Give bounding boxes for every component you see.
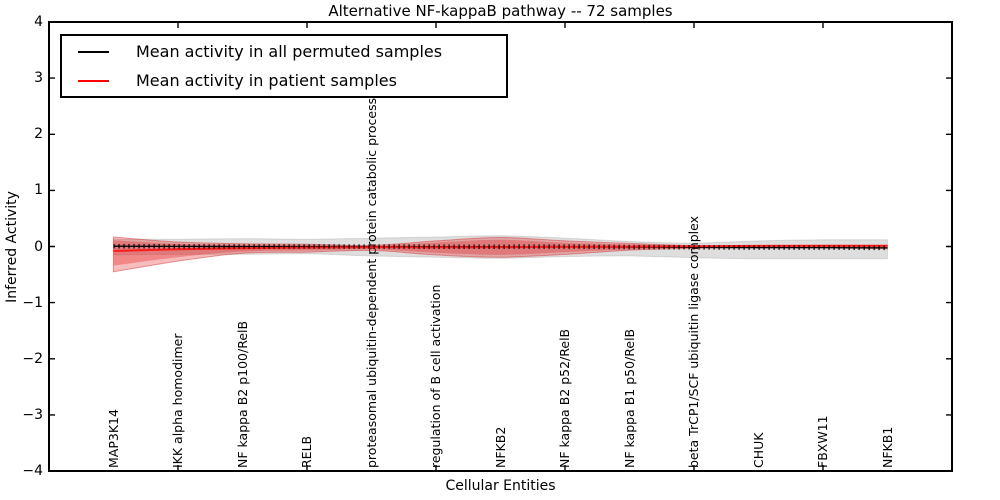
- legend-label-permuted: Mean activity in all permuted samples: [136, 42, 443, 61]
- y-tick-label: 0: [34, 238, 43, 255]
- y-tick-label: −3: [22, 406, 43, 423]
- y-tick-label: 4: [34, 14, 43, 30]
- permuted-line-markers: [113, 243, 888, 251]
- y-tick-label: −1: [22, 294, 43, 311]
- y-tick-label: −2: [22, 350, 43, 367]
- y-tick-label: 1: [34, 182, 43, 199]
- y-tick-label: 2: [34, 126, 43, 143]
- x-axis-label: Cellular Entities: [445, 478, 556, 494]
- legend-box: Mean activity in all permuted samples Me…: [60, 34, 508, 98]
- patient-line-sample-icon: [78, 79, 109, 82]
- legend-label-patient: Mean activity in patient samples: [136, 71, 397, 90]
- axis-ticks: [49, 21, 952, 472]
- chart-title: Alternative NF-kappaB pathway -- 72 samp…: [328, 2, 673, 20]
- permuted-line-sample-icon: [78, 50, 109, 53]
- y-tick-label: 3: [34, 70, 43, 87]
- y-tick-label: −4: [22, 463, 43, 479]
- legend-entry-patient: Mean activity in patient samples: [62, 66, 506, 95]
- legend-entry-permuted: Mean activity in all permuted samples: [62, 37, 506, 66]
